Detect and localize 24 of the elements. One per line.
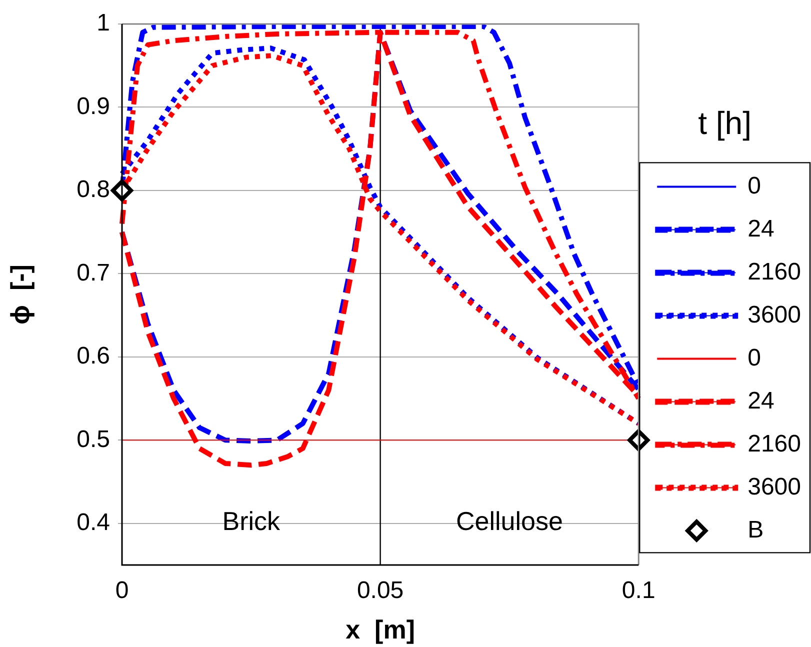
legend-title: t [h] bbox=[698, 105, 752, 142]
legend-label: 24 bbox=[748, 387, 774, 414]
y-tick-label: 1 bbox=[96, 10, 110, 37]
x-tick-label: 0.1 bbox=[622, 577, 656, 604]
y-tick-label: 0.4 bbox=[76, 509, 110, 536]
legend-label: 24 bbox=[748, 215, 774, 242]
legend-label: 3600 bbox=[748, 473, 801, 500]
y-tick-label: 0.6 bbox=[76, 342, 110, 370]
annotation: Brick bbox=[222, 506, 282, 536]
annotation: Cellulose bbox=[456, 506, 563, 536]
y-tick-label: 0.9 bbox=[76, 92, 110, 120]
y-tick-label: 0.8 bbox=[76, 176, 110, 204]
legend-label: 0 bbox=[748, 344, 761, 372]
x-tick-label: 0 bbox=[115, 577, 129, 604]
legend-label: 2160 bbox=[748, 258, 801, 286]
y-axis-title: ϕ [-] bbox=[4, 264, 35, 324]
legend-label: B bbox=[748, 516, 764, 544]
x-axis-title: x [m] bbox=[346, 614, 415, 645]
legend-label: 0 bbox=[748, 172, 761, 200]
x-tick-label: 0.05 bbox=[356, 577, 404, 604]
y-tick-label: 0.7 bbox=[76, 259, 110, 286]
y-tick-label: 0.5 bbox=[76, 426, 110, 453]
legend-label: 3600 bbox=[748, 301, 801, 328]
legend-label: 2160 bbox=[748, 430, 801, 458]
